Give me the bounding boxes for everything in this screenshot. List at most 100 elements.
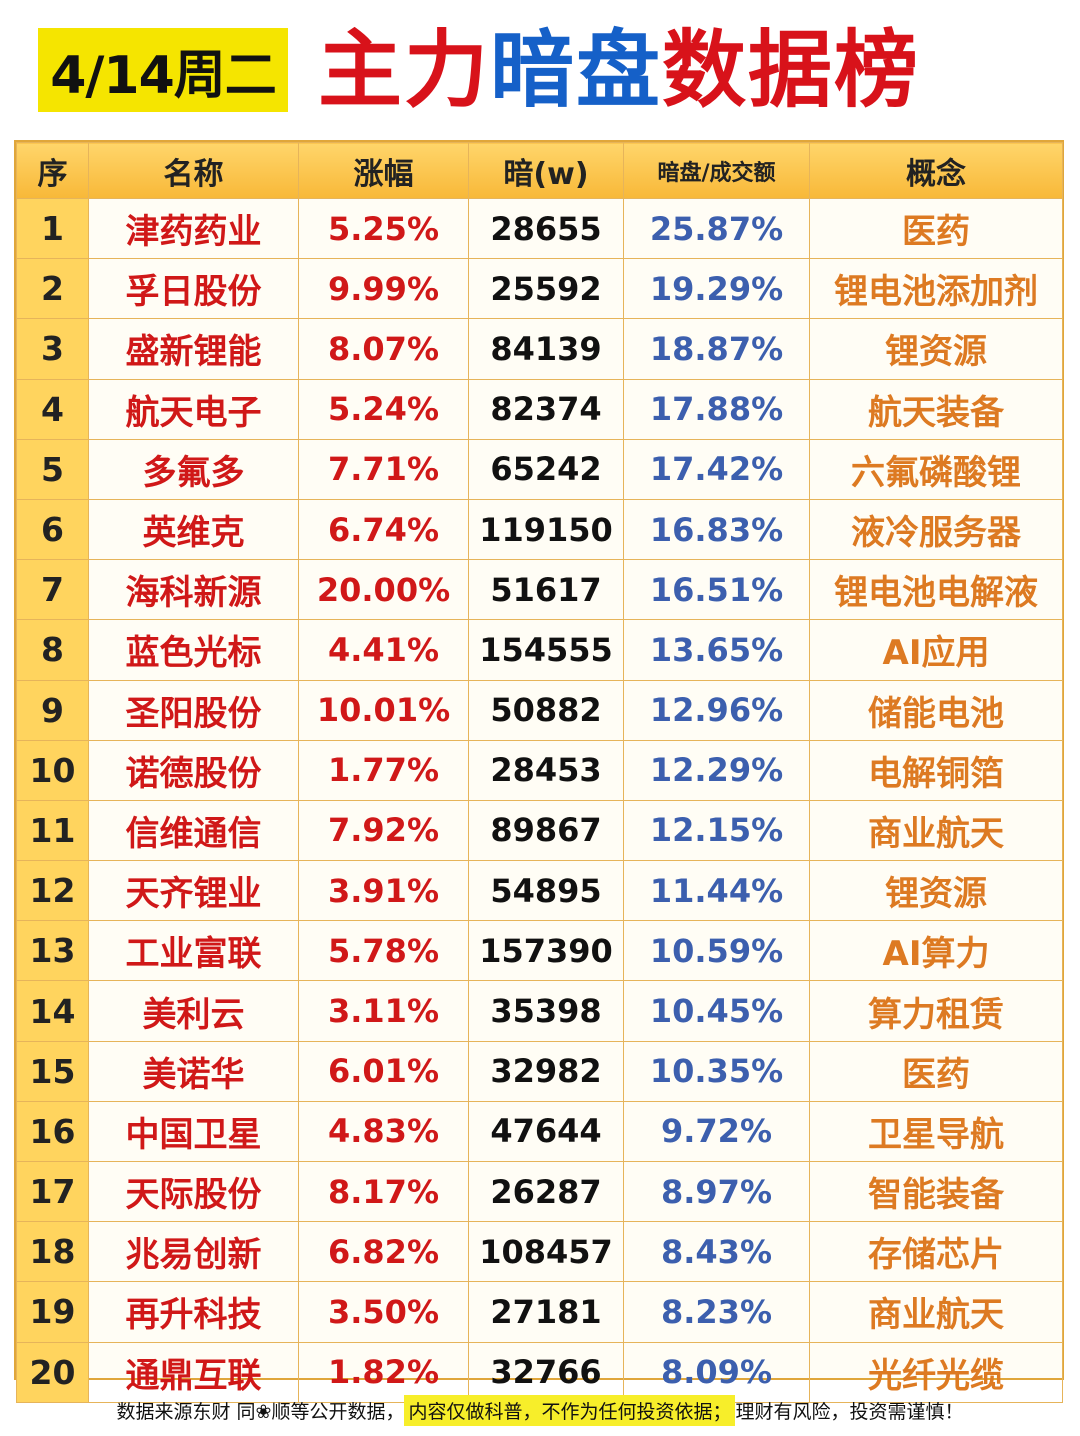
stock-name-cell: 通鼎互联 <box>88 1341 299 1403</box>
footer-disclaimer: 数据来源东财 同❀顺等公开数据， 内容仅做科普，不作为任何投资依据； 理财有风险，投… <box>0 1384 1080 1436</box>
concept-cell: 锂资源 <box>809 860 1063 922</box>
concept-cell: 商业航天 <box>809 1281 1063 1343</box>
rank-cell: 13 <box>16 920 89 982</box>
ratio-cell: 18.87% <box>623 318 810 380</box>
rank-cell: 4 <box>16 378 89 440</box>
concept-cell: 医药 <box>809 197 1063 260</box>
rank-cell: 6 <box>16 498 89 561</box>
stock-name-cell: 多氟多 <box>88 438 299 500</box>
ratio-cell: 12.29% <box>623 739 810 801</box>
dark-pool-amount-cell: 51617 <box>468 559 624 621</box>
ratio-cell: 10.35% <box>623 1040 810 1102</box>
table-row: 16 中国卫星 4.83% 47644 9.72% 卫星导航 <box>16 1100 1063 1163</box>
change-cell: 6.82% <box>298 1221 469 1283</box>
title-part-data-list: 数据榜 <box>662 21 921 119</box>
table-row: 9 圣阳股份 10.01% 50882 12.96% 储能电池 <box>16 679 1063 741</box>
concept-cell: 锂资源 <box>809 318 1063 380</box>
stock-name-cell: 信维通信 <box>88 799 299 862</box>
ratio-cell: 8.43% <box>623 1221 810 1283</box>
table-header-row: 序 名称 涨幅 暗(w) 暗盘/成交额 概念 <box>16 142 1063 199</box>
ratio-cell: 8.23% <box>623 1281 810 1343</box>
stock-name-cell: 诺德股份 <box>88 739 299 801</box>
change-cell: 4.41% <box>298 619 469 681</box>
dark-pool-amount-cell: 119150 <box>468 498 624 561</box>
dark-pool-amount-cell: 28655 <box>468 197 624 260</box>
change-cell: 1.82% <box>298 1341 469 1403</box>
concept-cell: 商业航天 <box>809 799 1063 862</box>
ratio-cell: 8.97% <box>623 1160 810 1223</box>
stock-name-cell: 工业富联 <box>88 920 299 982</box>
dark-pool-amount-cell: 32766 <box>468 1341 624 1403</box>
concept-cell: 智能装备 <box>809 1160 1063 1223</box>
ratio-cell: 13.65% <box>623 619 810 681</box>
ratio-cell: 8.09% <box>623 1341 810 1403</box>
stock-name-cell: 美诺华 <box>88 1040 299 1102</box>
concept-cell: 电解铜箔 <box>809 739 1063 801</box>
dark-pool-amount-cell: 54895 <box>468 860 624 922</box>
dark-pool-amount-cell: 50882 <box>468 679 624 741</box>
table-row: 7 海科新源 20.00% 51617 16.51% 锂电池电解液 <box>16 559 1063 621</box>
table-row: 1 津药药业 5.25% 28655 25.87% 医药 <box>16 197 1063 260</box>
footer-source: 数据来源东财 同❀顺等公开数据， <box>116 1400 405 1423</box>
ratio-cell: 10.45% <box>623 980 810 1042</box>
ratio-cell: 12.96% <box>623 679 810 741</box>
change-cell: 20.00% <box>298 559 469 621</box>
page-title: 主力暗盘数据榜 <box>318 18 920 122</box>
change-cell: 5.25% <box>298 197 469 260</box>
column-header-name: 名称 <box>88 142 299 199</box>
stock-name-cell: 津药药业 <box>88 197 299 260</box>
dark-pool-amount-cell: 89867 <box>468 799 624 862</box>
change-cell: 6.74% <box>298 498 469 561</box>
dark-pool-amount-cell: 154555 <box>468 619 624 681</box>
stock-name-cell: 兆易创新 <box>88 1221 299 1283</box>
rank-cell: 7 <box>16 559 89 621</box>
table-row: 12 天齐锂业 3.91% 54895 11.44% 锂资源 <box>16 860 1063 922</box>
change-cell: 5.24% <box>298 378 469 440</box>
footer-highlight: 内容仅做科普，不作为任何投资依据； <box>404 1394 736 1426</box>
rank-cell: 11 <box>16 799 89 862</box>
table-row: 13 工业富联 5.78% 157390 10.59% AI算力 <box>16 920 1063 982</box>
table-row: 11 信维通信 7.92% 89867 12.15% 商业航天 <box>16 799 1063 862</box>
concept-cell: 液冷服务器 <box>809 498 1063 561</box>
column-header-amount: 暗(w) <box>468 142 624 199</box>
table-row: 15 美诺华 6.01% 32982 10.35% 医药 <box>16 1040 1063 1102</box>
ranking-table: 序 名称 涨幅 暗(w) 暗盘/成交额 概念 1 津药药业 5.25% 28655 25… <box>14 140 1064 1403</box>
ratio-cell: 10.59% <box>623 920 810 982</box>
dark-pool-amount-cell: 26287 <box>468 1160 624 1223</box>
table-row: 8 蓝色光标 4.41% 154555 13.65% AI应用 <box>16 619 1063 681</box>
rank-cell: 1 <box>16 197 89 260</box>
stock-name-cell: 中国卫星 <box>88 1100 299 1163</box>
stock-name-cell: 孚日股份 <box>88 258 299 320</box>
rank-cell: 17 <box>16 1160 89 1223</box>
stock-name-cell: 圣阳股份 <box>88 679 299 741</box>
stock-name-cell: 蓝色光标 <box>88 619 299 681</box>
rank-cell: 20 <box>16 1341 89 1403</box>
change-cell: 3.11% <box>298 980 469 1042</box>
dark-pool-amount-cell: 32982 <box>468 1040 624 1102</box>
change-cell: 8.07% <box>298 318 469 380</box>
change-cell: 3.91% <box>298 860 469 922</box>
dark-pool-amount-cell: 82374 <box>468 378 624 440</box>
change-cell: 7.92% <box>298 799 469 862</box>
table-row: 4 航天电子 5.24% 82374 17.88% 航天装备 <box>16 378 1063 440</box>
stock-name-cell: 盛新锂能 <box>88 318 299 380</box>
stock-name-cell: 航天电子 <box>88 378 299 440</box>
rank-cell: 19 <box>16 1281 89 1343</box>
rank-cell: 5 <box>16 438 89 500</box>
ratio-cell: 17.42% <box>623 438 810 500</box>
rank-cell: 12 <box>16 860 89 922</box>
rank-cell: 18 <box>16 1221 89 1283</box>
dark-pool-amount-cell: 25592 <box>468 258 624 320</box>
ratio-cell: 16.51% <box>623 559 810 621</box>
rank-cell: 3 <box>16 318 89 380</box>
concept-cell: 存储芯片 <box>809 1221 1063 1283</box>
concept-cell: 算力租赁 <box>809 980 1063 1042</box>
table-row: 20 通鼎互联 1.82% 32766 8.09% 光纤光缆 <box>16 1341 1063 1403</box>
stock-name-cell: 天齐锂业 <box>88 860 299 922</box>
concept-cell: 储能电池 <box>809 679 1063 741</box>
dark-pool-amount-cell: 47644 <box>468 1100 624 1163</box>
ratio-cell: 17.88% <box>623 378 810 440</box>
rank-cell: 15 <box>16 1040 89 1102</box>
dark-pool-amount-cell: 108457 <box>468 1221 624 1283</box>
rank-cell: 14 <box>16 980 89 1042</box>
